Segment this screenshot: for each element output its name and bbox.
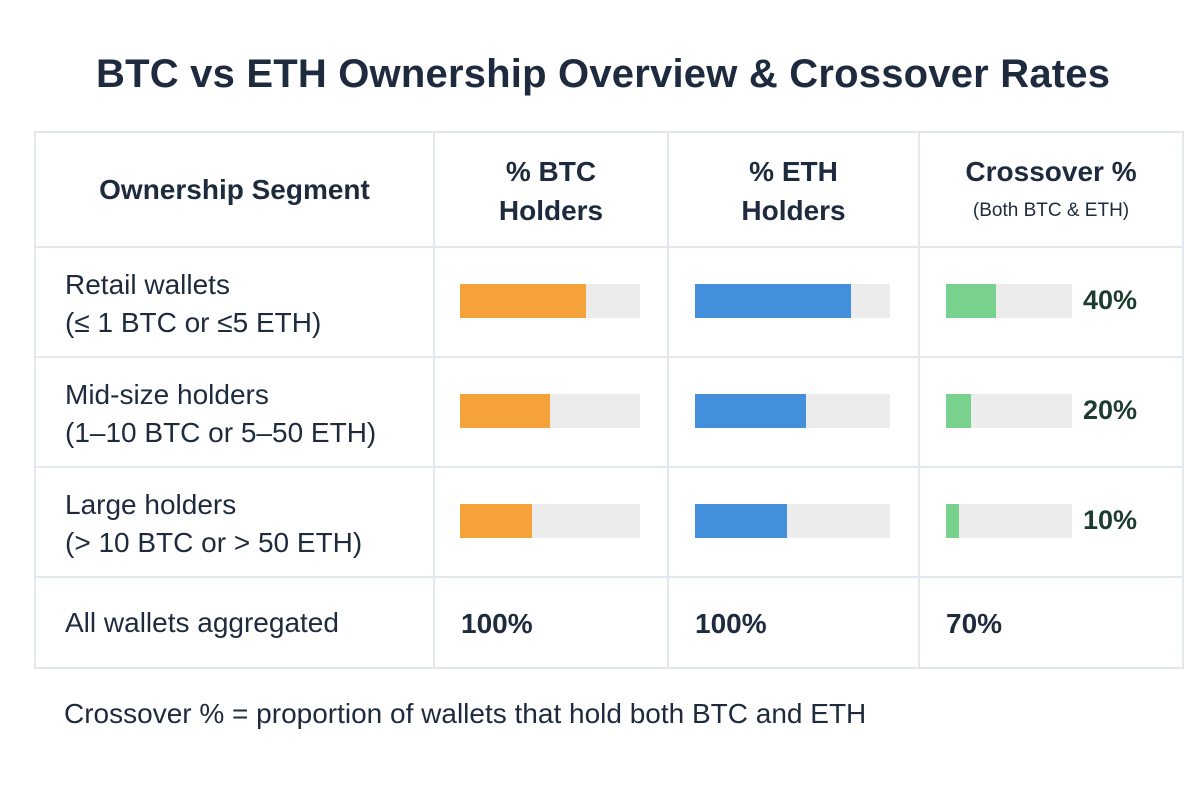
eth-bar bbox=[695, 284, 851, 318]
header-segment: Ownership Segment bbox=[99, 174, 370, 205]
eth-bar-track bbox=[695, 394, 890, 428]
segment-range: (> 10 BTC or > 50 ETH) bbox=[65, 527, 363, 558]
btc-bar bbox=[460, 504, 532, 538]
btc-bar-track bbox=[460, 284, 640, 318]
btc-bar-track bbox=[460, 394, 640, 428]
crossover-percent-label: 20% bbox=[1083, 395, 1138, 425]
crossover-bar bbox=[946, 284, 997, 318]
ownership-table: Ownership Segment % BTC Holders % ETH Ho… bbox=[34, 131, 1184, 669]
crossover-bar-track bbox=[946, 504, 1072, 538]
column-divider bbox=[918, 133, 920, 667]
page-title: BTC vs ETH Ownership Overview & Crossove… bbox=[96, 52, 1111, 96]
header-eth-line1: % ETH bbox=[749, 156, 838, 187]
segment-label: Mid-size holders bbox=[65, 379, 269, 410]
crossover-percent-label: 10% bbox=[1083, 505, 1138, 535]
crossover-bar-track bbox=[946, 394, 1072, 428]
total-btc-value: 100% bbox=[461, 608, 533, 639]
row-divider bbox=[36, 246, 1182, 248]
eth-bar-track bbox=[695, 504, 890, 538]
btc-bar bbox=[460, 284, 586, 318]
row-divider bbox=[36, 576, 1182, 578]
total-eth-value: 100% bbox=[695, 608, 767, 639]
eth-bar bbox=[695, 394, 807, 428]
segment-range: (≤ 1 BTC or ≤5 ETH) bbox=[65, 307, 322, 338]
row-divider bbox=[36, 466, 1182, 468]
header-crossover-line1: Crossover % bbox=[965, 156, 1137, 187]
btc-bar-track bbox=[460, 504, 640, 538]
segment-range: (1–10 BTC or 5–50 ETH) bbox=[65, 417, 377, 448]
total-segment-label: All wallets aggregated bbox=[65, 607, 339, 638]
crossover-bar bbox=[946, 394, 972, 428]
eth-bar bbox=[695, 504, 787, 538]
column-divider bbox=[667, 133, 669, 667]
total-crossover-value: 70% bbox=[946, 608, 1003, 639]
btc-bar bbox=[460, 394, 550, 428]
footnote: Crossover % = proportion of wallets that… bbox=[64, 698, 867, 729]
crossover-bar-track bbox=[946, 284, 1072, 318]
crossover-percent-label: 40% bbox=[1083, 285, 1138, 315]
header-crossover-line2: (Both BTC & ETH) bbox=[972, 200, 1130, 221]
segment-label: Large holders bbox=[65, 489, 237, 520]
header-btc-line2: Holders bbox=[498, 195, 604, 226]
segment-label: Retail wallets bbox=[65, 269, 230, 300]
row-divider bbox=[36, 356, 1182, 358]
header-btc-line1: % BTC bbox=[505, 156, 597, 187]
eth-bar-track bbox=[695, 284, 890, 318]
crossover-bar bbox=[946, 504, 959, 538]
column-divider bbox=[433, 133, 435, 667]
header-eth-line2: Holders bbox=[741, 195, 846, 226]
